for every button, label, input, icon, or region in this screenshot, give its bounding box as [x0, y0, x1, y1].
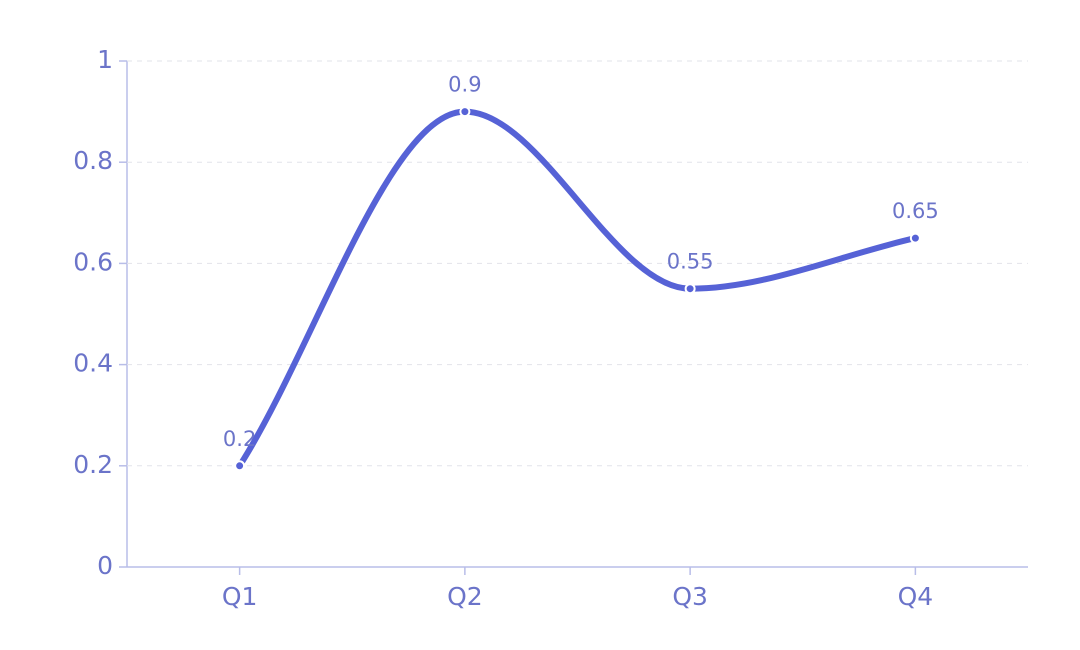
- point: [909, 232, 921, 244]
- line: [236, 108, 919, 469]
- x-tick-label: Q1: [222, 582, 258, 611]
- data-label: 0.65: [892, 199, 939, 223]
- x-tick-label: Q2: [447, 582, 483, 611]
- data-label: 0.2: [223, 427, 256, 451]
- x-tick-label: Q4: [898, 582, 934, 611]
- point: [459, 106, 471, 118]
- data-label: 0.55: [667, 250, 714, 274]
- point: [684, 283, 696, 295]
- data-label: 0.9: [448, 73, 481, 97]
- point: [234, 460, 246, 472]
- y-tick-label: 0.8: [73, 146, 113, 175]
- y-tick-label: 0.6: [73, 247, 113, 276]
- y-tick-label: 0: [97, 551, 113, 580]
- x-tick-label: Q3: [672, 582, 708, 611]
- y-tick-label: 1: [97, 45, 113, 74]
- y-tick-label: 0.4: [73, 349, 113, 378]
- y-tick-label: 0.2: [73, 450, 113, 479]
